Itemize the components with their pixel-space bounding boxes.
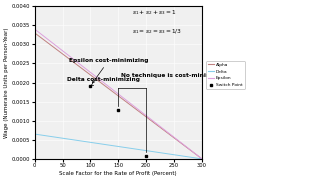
Text: No technique is cost-minimizing: No technique is cost-minimizing <box>121 73 228 78</box>
X-axis label: Scale Factor for the Rate of Profit (Percent): Scale Factor for the Rate of Profit (Per… <box>60 171 177 176</box>
Text: $s_1 = s_2 = s_3 = 1/3$: $s_1 = s_2 = s_3 = 1/3$ <box>132 27 182 36</box>
Text: Epsilon cost-minimizing: Epsilon cost-minimizing <box>69 58 149 83</box>
Y-axis label: Wage (Numeraire Units per Person-Year): Wage (Numeraire Units per Person-Year) <box>4 27 9 138</box>
Text: $s_1 + s_2 + s_3 = 1$: $s_1 + s_2 + s_3 = 1$ <box>132 8 177 17</box>
Text: Delta cost-minimizing: Delta cost-minimizing <box>67 77 140 86</box>
Legend: Alpha, Delta, Epsilon, Switch Point: Alpha, Delta, Epsilon, Switch Point <box>206 61 244 89</box>
